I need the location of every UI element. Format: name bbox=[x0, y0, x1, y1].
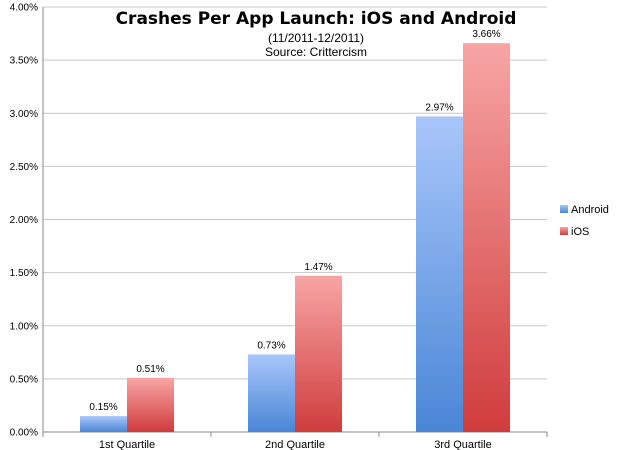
y-tick-label: 3.00% bbox=[10, 109, 38, 120]
x-category-label: 1st Quartile bbox=[99, 439, 155, 450]
legend: Android iOS bbox=[560, 204, 609, 238]
y-tick-label: 1.00% bbox=[10, 321, 38, 332]
legend-label-android: Android bbox=[571, 204, 609, 216]
legend-swatch-android bbox=[560, 205, 568, 213]
data-label-ios-2: 1.47% bbox=[304, 262, 332, 273]
y-tick-label: 1.50% bbox=[10, 268, 38, 279]
x-category-label: 3rd Quartile bbox=[434, 439, 491, 450]
y-tick-label: 3.50% bbox=[10, 56, 38, 67]
bars bbox=[80, 43, 510, 432]
data-label-ios-3: 3.66% bbox=[472, 29, 500, 40]
bar-ios-1 bbox=[127, 377, 174, 432]
chart-subtitle-line-1: (11/2011-12/2011) bbox=[268, 31, 364, 45]
bar-ios-2 bbox=[295, 275, 342, 432]
y-tick-label: 0.00% bbox=[10, 428, 38, 439]
legend-label-ios: iOS bbox=[571, 226, 589, 238]
data-label-android-2: 0.73% bbox=[257, 340, 285, 351]
bar-android-3 bbox=[416, 116, 463, 432]
bar-android-1 bbox=[80, 416, 127, 432]
y-tick-label: 2.50% bbox=[10, 162, 38, 173]
bar-ios-3 bbox=[463, 43, 510, 432]
y-tick-label: 4.00% bbox=[10, 3, 38, 14]
y-tick-label: 0.50% bbox=[10, 374, 38, 385]
x-category-label: 2nd Quartile bbox=[265, 439, 325, 450]
gridlines bbox=[43, 6, 547, 380]
chart-title: Crashes Per App Launch: iOS and Android bbox=[116, 9, 517, 29]
chart-subtitle-line-2: Source: Crittercism bbox=[265, 45, 367, 59]
bar-android-2 bbox=[248, 354, 295, 432]
data-label-android-1: 0.15% bbox=[89, 402, 117, 413]
data-labels: 0.15% 0.51% 0.73% 1.47% 2.97% 3.66% bbox=[89, 29, 500, 413]
legend-swatch-ios bbox=[560, 227, 568, 235]
data-label-android-3: 2.97% bbox=[425, 102, 453, 113]
y-tick-label: 2.00% bbox=[10, 215, 38, 226]
data-label-ios-1: 0.51% bbox=[136, 364, 164, 375]
